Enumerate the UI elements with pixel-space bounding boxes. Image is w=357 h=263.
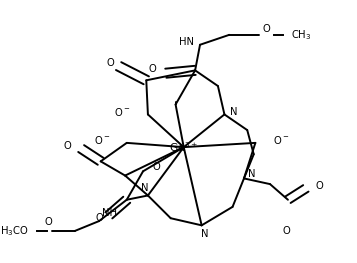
Text: O: O (153, 162, 161, 172)
Text: H$_3$CO: H$_3$CO (0, 224, 29, 238)
Text: O: O (263, 24, 271, 34)
Text: O: O (95, 213, 103, 223)
Text: O: O (64, 141, 71, 151)
Text: O: O (316, 180, 323, 190)
Text: O$^-$: O$^-$ (273, 134, 290, 146)
Text: O$^-$: O$^-$ (114, 106, 130, 118)
Text: N: N (248, 169, 256, 179)
Text: NH: NH (102, 208, 117, 218)
Text: CH$_3$: CH$_3$ (291, 28, 312, 42)
Text: O: O (107, 58, 114, 68)
Text: O: O (45, 218, 52, 227)
Text: N: N (201, 229, 208, 239)
Text: N: N (231, 107, 238, 117)
Text: HN: HN (180, 37, 195, 47)
Text: O: O (282, 226, 290, 236)
Text: Gd$^{3+}$: Gd$^{3+}$ (169, 140, 198, 154)
Text: N: N (141, 183, 149, 193)
Text: O$^-$: O$^-$ (94, 134, 110, 146)
Text: O: O (149, 64, 157, 74)
